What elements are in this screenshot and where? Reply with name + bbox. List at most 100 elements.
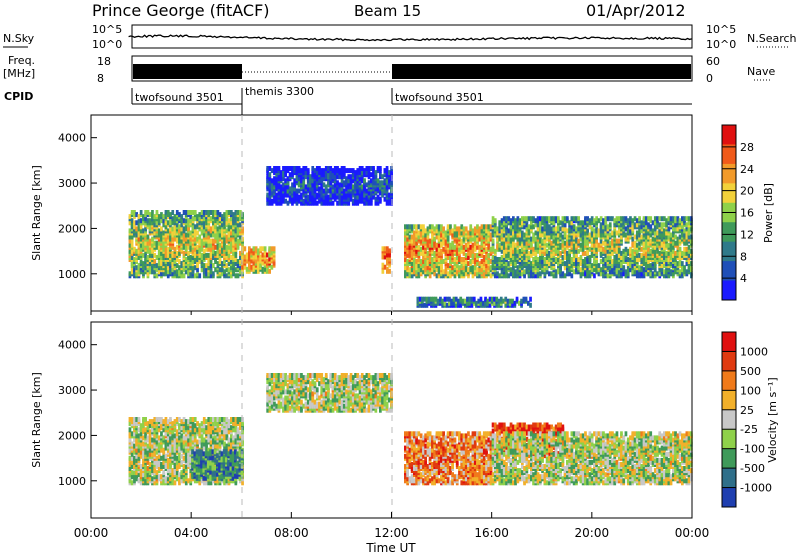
data-cell [139, 218, 143, 224]
data-cell [133, 257, 136, 262]
data-cell [460, 263, 464, 269]
data-cell [144, 427, 147, 433]
data-cell [155, 417, 159, 422]
data-cell [268, 182, 272, 188]
data-cell [534, 222, 538, 228]
data-cell [509, 218, 513, 224]
data-cell [476, 228, 479, 234]
data-cell [550, 234, 553, 240]
data-cell [173, 419, 177, 425]
data-cell [678, 259, 682, 264]
data-cell [193, 252, 197, 258]
data-cell [462, 261, 466, 267]
nsearch-tick-high: 10^5 [706, 23, 736, 36]
data-cell [604, 244, 608, 250]
data-cell [196, 267, 199, 273]
data-cell [512, 224, 515, 230]
data-cell [575, 242, 578, 248]
data-cell [252, 260, 256, 266]
data-cell [288, 196, 292, 202]
data-cell [173, 441, 177, 447]
data-cell [410, 261, 414, 267]
data-cell [468, 300, 472, 306]
data-cell [545, 236, 549, 242]
data-cell [604, 240, 608, 246]
data-cell [449, 269, 452, 275]
data-cell [485, 228, 488, 234]
data-cell [577, 265, 580, 271]
data-cell [683, 269, 686, 275]
data-cell [467, 261, 470, 267]
data-cell [153, 259, 157, 264]
data-cell [437, 224, 441, 230]
data-cell [466, 296, 469, 302]
data-cell [433, 271, 436, 277]
data-cell [209, 238, 213, 244]
data-cell [171, 421, 175, 427]
data-cell [313, 192, 317, 198]
data-cell [658, 216, 662, 222]
data-cell [207, 252, 211, 258]
data-cell [602, 265, 605, 271]
data-cell [588, 255, 592, 260]
data-cell [146, 218, 150, 224]
data-cell [417, 224, 421, 230]
data-cell [559, 226, 562, 232]
data-cell [613, 242, 617, 248]
data-cell [563, 240, 567, 246]
data-cell [644, 216, 648, 222]
data-cell [142, 417, 145, 422]
data-cell [541, 259, 544, 264]
data-cell [130, 248, 134, 254]
power-data [128, 166, 693, 308]
data-cell [480, 224, 484, 230]
data-cell [266, 166, 269, 171]
data-cell [685, 261, 689, 267]
data-cell [667, 273, 671, 279]
data-cell [509, 252, 513, 258]
data-cell [595, 220, 598, 226]
data-cell [164, 439, 168, 445]
data-cell [512, 265, 515, 271]
data-cell [527, 300, 530, 306]
data-cell [660, 216, 664, 222]
data-cell [550, 226, 553, 232]
data-cell [586, 222, 589, 228]
data-cell [593, 248, 596, 254]
data-cell [588, 232, 592, 238]
data-cell [173, 433, 177, 439]
data-cell [624, 269, 628, 275]
data-cell [160, 417, 163, 422]
data-cell [419, 259, 423, 264]
data-cell [381, 180, 384, 186]
data-cell [647, 222, 650, 228]
data-cell [575, 226, 578, 232]
data-cell [329, 180, 333, 186]
data-cell [263, 266, 267, 272]
data-cell [146, 244, 150, 250]
data-cell [633, 255, 637, 260]
data-cell [252, 264, 256, 270]
data-cell [142, 427, 145, 433]
data-cell [151, 419, 154, 425]
data-cell [502, 244, 506, 250]
data-cell [649, 224, 653, 230]
freq-band-1 [133, 64, 242, 79]
data-cell [462, 226, 466, 232]
data-cell [268, 268, 271, 274]
data-cell [647, 259, 650, 264]
data-cell [413, 265, 416, 271]
data-cell [164, 220, 168, 226]
data-cell [527, 238, 531, 244]
data-cell [581, 259, 585, 264]
data-cell [342, 166, 346, 171]
data-cell [148, 462, 152, 467]
data-cell [593, 267, 596, 273]
data-cell [611, 244, 614, 250]
data-cell [245, 252, 249, 258]
data-cell [577, 238, 580, 244]
data-cell [157, 228, 161, 234]
data-cell [493, 248, 497, 254]
data-cell [166, 220, 170, 226]
data-cell [293, 178, 296, 184]
